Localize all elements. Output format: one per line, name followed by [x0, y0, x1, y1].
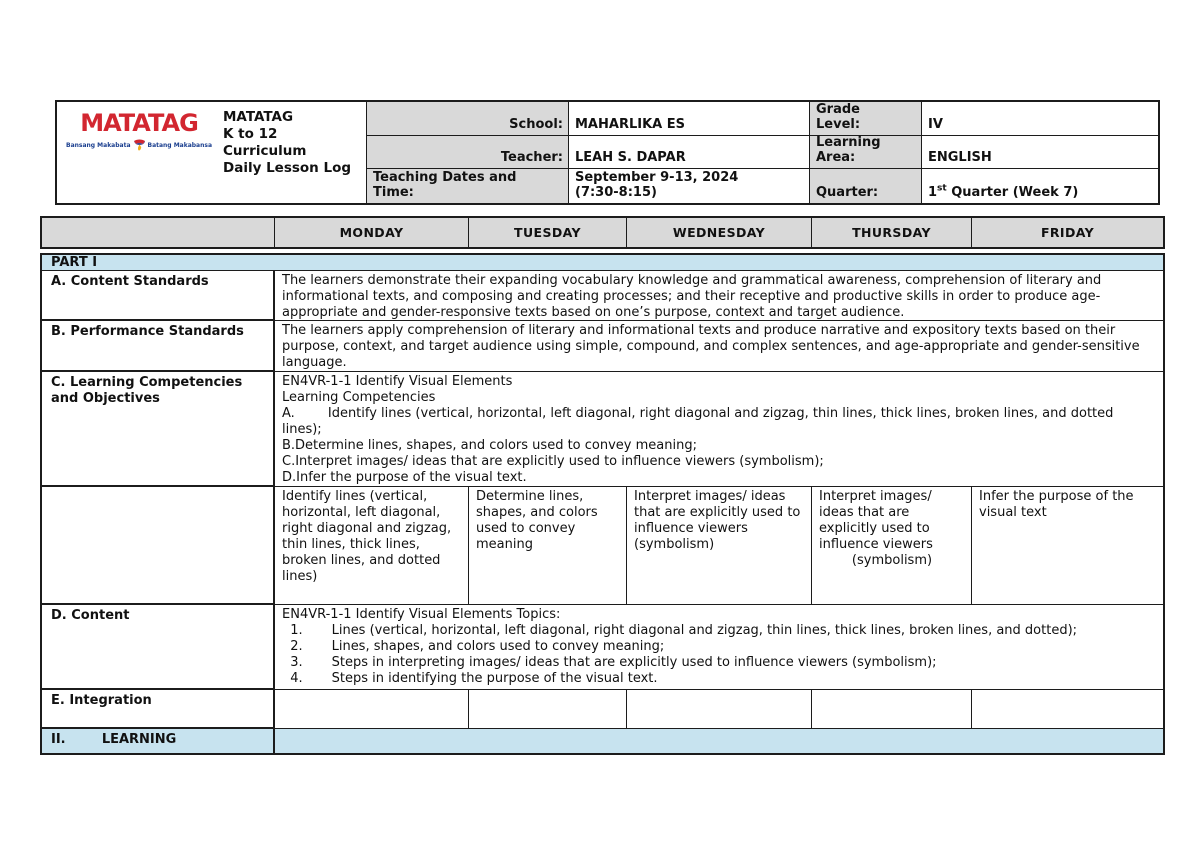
part2-label: II. LEARNING — [42, 729, 275, 753]
school-value: MAHARLIKA ES — [569, 102, 810, 136]
day-header-row: MONDAY TUESDAY WEDNESDAY THURSDAY FRIDAY — [40, 216, 1165, 249]
quarter-label: Quarter: — [810, 169, 922, 203]
integration-monday — [275, 690, 469, 729]
day-header-thursday: THURSDAY — [812, 218, 972, 247]
performance-standards-label: B. Performance Standards — [42, 321, 275, 372]
quarter-value: 1st Quarter (Week 7) — [928, 183, 1079, 200]
objective-friday: Infer the purpose of the visual text — [972, 487, 1163, 605]
daily-objectives-spacer — [42, 487, 275, 605]
day-header-monday: MONDAY — [275, 218, 469, 247]
philippine-flag-icon — [133, 136, 146, 155]
performance-standards-text: The learners apply comprehension of lite… — [275, 321, 1163, 372]
teaching-dates-label: Teaching Dates and Time: — [367, 169, 569, 203]
objective-thursday: Interpret images/ ideas that are explici… — [812, 487, 972, 605]
matatag-logo: MATATAG Bansang Makabata Batang Makabans… — [65, 111, 213, 155]
doc-header-table: MATATAG Bansang Makabata Batang Makabans… — [55, 100, 1160, 205]
day-header-tuesday: TUESDAY — [469, 218, 627, 247]
competencies-text: EN4VR-1-1 Identify Visual Elements Learn… — [275, 372, 1163, 487]
day-header-wednesday: WEDNESDAY — [627, 218, 812, 247]
competencies-label: C. Learning Competencies and Objectives — [42, 372, 275, 487]
objective-monday: Identify lines (vertical, horizontal, le… — [275, 487, 469, 605]
learning-area-label: Learning Area: — [810, 136, 922, 169]
lesson-table: PART I A. Content Standards The learners… — [40, 253, 1165, 755]
teacher-label: Teacher: — [367, 136, 569, 169]
integration-friday — [972, 690, 1163, 729]
part1-band: PART I — [42, 255, 1163, 271]
integration-tuesday — [469, 690, 627, 729]
logo-tagline-right: Batang Makabansa — [147, 142, 213, 149]
content-text: EN4VR-1-1 Identify Visual Elements Topic… — [275, 605, 1163, 690]
teaching-dates-value: September 9-13, 2024 (7:30-8:15) — [569, 169, 810, 203]
integration-label: E. Integration — [42, 690, 275, 729]
objective-wednesday: Interpret images/ ideas that are explici… — [627, 487, 812, 605]
school-label: School: — [367, 102, 569, 136]
teacher-value: LEAH S. DAPAR — [569, 136, 810, 169]
doc-title: MATATAG K to 12 Curriculum Daily Lesson … — [223, 109, 352, 176]
integration-thursday — [812, 690, 972, 729]
content-standards-label: A. Content Standards — [42, 271, 275, 321]
objective-tuesday: Determine lines, shapes, and colors used… — [469, 487, 627, 605]
grade-level-label: Grade Level: — [810, 102, 922, 136]
part2-band-fill — [275, 729, 1163, 753]
logo-tagline-left: Bansang Makabata — [66, 142, 131, 149]
logo-taglines: Bansang Makabata Batang Makabansa — [66, 136, 212, 155]
day-header-spacer — [42, 218, 275, 247]
ordinal-superscript: st — [937, 183, 947, 194]
integration-wednesday — [627, 690, 812, 729]
learning-area-value: ENGLISH — [922, 136, 1158, 169]
content-label: D. Content — [42, 605, 275, 690]
content-standards-text: The learners demonstrate their expanding… — [275, 271, 1163, 321]
logo-brand-text: MATATAG — [80, 109, 199, 137]
grade-level-value: IV — [922, 102, 1158, 136]
brand-cell: MATATAG Bansang Makabata Batang Makabans… — [57, 102, 367, 203]
day-header-friday: FRIDAY — [1040, 225, 1095, 240]
